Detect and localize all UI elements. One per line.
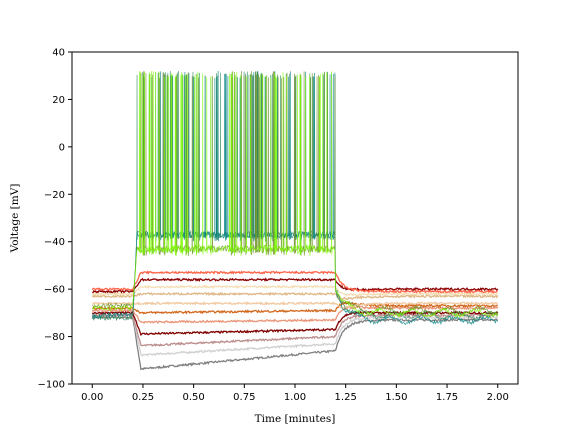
voltage-trace-line (92, 70, 499, 322)
voltage-trace-line (91, 270, 498, 294)
y-axis: −100 −80 −60 −40 −20 0 20 40 (38, 48, 72, 391)
x-tick-label: 0.25 (132, 392, 154, 403)
x-tick-label: 0.75 (233, 392, 255, 403)
y-axis-label: Voltage [mV] (9, 184, 21, 254)
x-tick-label: 1.75 (436, 392, 458, 403)
voltage-trace-line (91, 291, 499, 301)
voltage-trace-line (92, 300, 499, 309)
y-tick-label: −80 (44, 332, 65, 343)
voltage-trace-line (91, 300, 498, 315)
x-tick-label: 0.50 (183, 392, 205, 403)
x-tick-label: 1.50 (385, 392, 407, 403)
y-tick-label: −40 (44, 237, 65, 248)
voltage-trace-line (91, 304, 499, 325)
x-tick-label: 1.00 (284, 392, 306, 403)
x-axis-label: Time [minutes] (255, 413, 336, 425)
voltage-trace-line (91, 310, 499, 337)
voltage-trace-line (91, 71, 499, 319)
x-tick-label: 0.00 (81, 392, 103, 403)
y-tick-label: 0 (59, 142, 65, 153)
y-tick-label: 40 (52, 48, 65, 59)
voltage-trace-line (91, 284, 499, 297)
y-tick-label: −20 (44, 190, 65, 201)
x-tick-label: 1.25 (335, 392, 357, 403)
voltage-trace-line (92, 312, 499, 357)
y-tick-label: 20 (52, 95, 65, 106)
voltage-trace-line (92, 277, 499, 294)
x-axis: 0.00 0.25 0.50 0.75 1.00 1.25 1.50 1.75 2.00 (81, 384, 509, 403)
x-tick-label: 2.00 (487, 392, 509, 403)
y-tick-label: −60 (44, 285, 65, 296)
voltage-trace-line (91, 71, 499, 326)
series-layer (91, 70, 499, 371)
y-tick-label: −100 (38, 380, 65, 391)
